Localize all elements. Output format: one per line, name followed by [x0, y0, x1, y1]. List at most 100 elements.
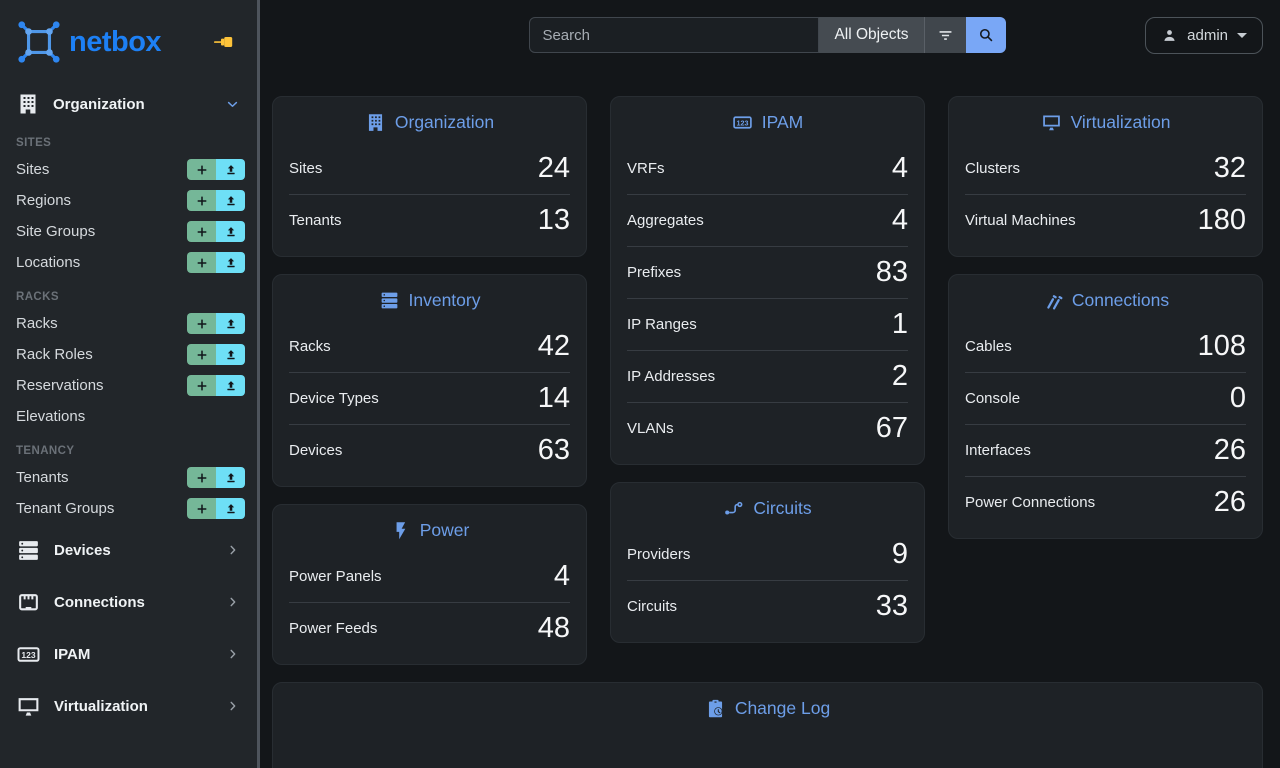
stat-label[interactable]: IP Addresses [627, 367, 716, 385]
import-button[interactable] [216, 467, 245, 488]
ethernet-icon [16, 590, 41, 615]
import-button[interactable] [216, 344, 245, 365]
pin-sidebar-button[interactable] [211, 30, 235, 54]
sidebar-item-rack-roles[interactable]: Rack Roles [0, 339, 257, 370]
card-title[interactable]: Circuits [611, 483, 924, 528]
stat-row: Power Connections 26 [949, 476, 1262, 528]
filter-button[interactable] [923, 17, 966, 53]
sidebar-item-reservations[interactable]: Reservations [0, 370, 257, 401]
stat-label[interactable]: Providers [627, 545, 691, 563]
stat-label[interactable]: Console [965, 389, 1021, 407]
stat-value: 83 [875, 255, 908, 288]
sidebar-item-label: Reservations [16, 377, 104, 394]
user-menu-label: admin [1187, 27, 1228, 44]
dashboard-card-power: Power Power Panels 4 Power Feeds 48 [272, 504, 587, 665]
server-icon [16, 538, 41, 563]
search-submit-button[interactable] [965, 17, 1006, 53]
building-icon [365, 112, 386, 133]
stat-label[interactable]: Power Panels [289, 567, 382, 585]
sidebar-menu-organization[interactable]: Organization [0, 84, 257, 124]
search-bar: All Objects [529, 17, 1006, 53]
sidebar-item-racks[interactable]: Racks [0, 308, 257, 339]
add-button[interactable] [187, 375, 216, 396]
stat-value: 4 [553, 559, 570, 592]
import-button[interactable] [216, 252, 245, 273]
stat-label[interactable]: Cables [965, 337, 1012, 355]
stat-label[interactable]: Power Feeds [289, 619, 378, 637]
main-content: All Objects admin Organization Sites 24 … [260, 0, 1280, 768]
import-button[interactable] [216, 375, 245, 396]
add-button[interactable] [187, 498, 216, 519]
add-button[interactable] [187, 313, 216, 334]
stat-row: Console 0 [949, 372, 1262, 424]
add-button[interactable] [187, 221, 216, 242]
add-button[interactable] [187, 159, 216, 180]
stat-label[interactable]: IP Ranges [627, 315, 697, 333]
stat-label[interactable]: Device Types [289, 389, 379, 407]
stat-label[interactable]: Sites [289, 159, 323, 177]
import-button[interactable] [216, 221, 245, 242]
add-button[interactable] [187, 190, 216, 211]
stat-label[interactable]: VRFs [627, 159, 665, 177]
monitor-icon [1041, 112, 1062, 133]
card-title-text: Inventory [408, 290, 481, 310]
sidebar-menu-label: Devices [54, 541, 111, 559]
clipboard-clock-icon [705, 698, 726, 719]
quick-actions [187, 313, 245, 334]
search-input[interactable] [529, 17, 820, 53]
stat-row: Tenants 13 [273, 194, 586, 246]
add-button[interactable] [187, 252, 216, 273]
netbox-logo-text: netbox [69, 25, 162, 58]
changelog-card-title[interactable]: Change Log [273, 683, 1262, 728]
card-title[interactable]: Power [273, 505, 586, 550]
sidebar-item-tenants[interactable]: Tenants [0, 462, 257, 493]
import-button[interactable] [216, 313, 245, 334]
sidebar-item-label: Tenant Groups [16, 500, 115, 517]
stat-label[interactable]: Prefixes [627, 263, 682, 281]
card-title[interactable]: 123 IPAM [611, 97, 924, 142]
stat-label[interactable]: Circuits [627, 597, 678, 615]
sidebar-menu-devices[interactable]: Devices [0, 524, 257, 576]
stat-label[interactable]: Interfaces [965, 441, 1031, 459]
sidebar-menu-virtualization[interactable]: Virtualization [0, 680, 257, 732]
card-title[interactable]: Inventory [273, 275, 586, 320]
sidebar-item-locations[interactable]: Locations [0, 247, 257, 278]
stat-row: Sites 24 [273, 142, 586, 194]
filter-icon [936, 26, 955, 45]
add-button[interactable] [187, 344, 216, 365]
stat-label[interactable]: Devices [289, 441, 343, 459]
add-button[interactable] [187, 467, 216, 488]
sidebar-menu-ipam[interactable]: 123 IPAM [0, 628, 257, 680]
stat-label[interactable]: Power Connections [965, 493, 1096, 511]
sidebar-item-sites[interactable]: Sites [0, 154, 257, 185]
import-button[interactable] [216, 190, 245, 211]
stat-row: Devices 63 [273, 424, 586, 476]
sidebar-menu-connections[interactable]: Connections [0, 576, 257, 628]
card-title[interactable]: Virtualization [949, 97, 1262, 142]
card-title[interactable]: Connections [949, 275, 1262, 320]
sidebar-item-elevations[interactable]: Elevations [0, 401, 257, 432]
import-button[interactable] [216, 159, 245, 180]
dashboard-card-inventory: Inventory Racks 42 Device Types 14 Devic… [272, 274, 587, 487]
stat-label[interactable]: Racks [289, 337, 331, 355]
sidebar-item-label: Rack Roles [16, 346, 93, 363]
stat-label[interactable]: Aggregates [627, 211, 704, 229]
stat-label[interactable]: Tenants [289, 211, 342, 229]
user-menu-button[interactable]: admin [1145, 17, 1263, 54]
stat-label[interactable]: VLANs [627, 419, 674, 437]
search-scope-button[interactable]: All Objects [819, 17, 924, 53]
stat-label[interactable]: Virtual Machines [965, 211, 1076, 229]
card-title-text: Power [419, 520, 470, 540]
card-title-text: Connections [1071, 290, 1170, 310]
netbox-logo-link[interactable]: netbox [16, 19, 162, 65]
card-title[interactable]: Organization [273, 97, 586, 142]
transit-icon [723, 498, 744, 519]
card-title-text: Change Log [734, 698, 831, 718]
stat-value: 180 [1197, 203, 1246, 236]
stat-label[interactable]: Clusters [965, 159, 1021, 177]
import-button[interactable] [216, 498, 245, 519]
sidebar-item-tenant-groups[interactable]: Tenant Groups [0, 493, 257, 524]
stat-value: 2 [891, 359, 908, 392]
sidebar-item-site-groups[interactable]: Site Groups [0, 216, 257, 247]
sidebar-item-regions[interactable]: Regions [0, 185, 257, 216]
